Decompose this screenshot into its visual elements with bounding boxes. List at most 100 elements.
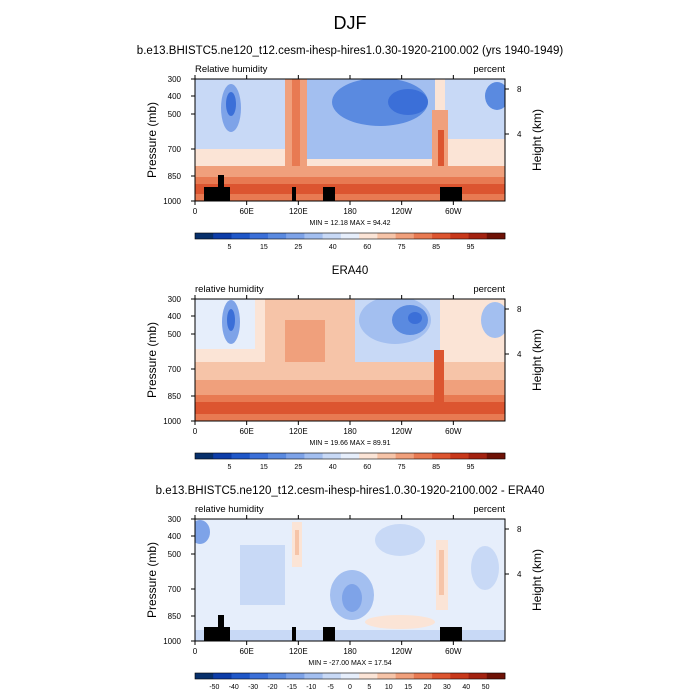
y-tick-label: 400 (168, 312, 182, 321)
y-tick-label: 1000 (163, 637, 181, 646)
colorbar-label: 15 (260, 464, 268, 471)
colorbar-swatch (432, 673, 451, 679)
field-blob (195, 520, 210, 544)
colorbar-label: -30 (248, 684, 258, 691)
panel-3-field (195, 519, 505, 641)
field-blob (227, 309, 235, 331)
panel-3-ylabel: Pressure (mb) (145, 542, 159, 618)
colorbar-swatch (231, 673, 251, 679)
x-tick-label: 120W (391, 207, 412, 216)
colorbar-swatch (195, 233, 214, 239)
panel-1-field (195, 79, 505, 201)
colorbar-swatch (395, 453, 415, 459)
field-blob (408, 312, 422, 324)
x-tick-label: 120E (289, 207, 308, 216)
x-tick-label: 60E (240, 647, 254, 656)
y-tick-label: 850 (168, 392, 182, 401)
colorbar-label: 5 (227, 244, 231, 251)
colorbar-label: 0 (348, 684, 352, 691)
panel-2-colorbar: 5 15 25 40 60 75 85 95 (194, 452, 506, 471)
y-tick-label: 400 (168, 532, 182, 541)
colorbar-swatch (322, 453, 342, 459)
y2-tick-label: 4 (517, 570, 522, 579)
colorbar-label: 85 (432, 244, 440, 251)
x-tick-label: 120E (289, 427, 308, 436)
colorbar-swatch (213, 673, 232, 679)
colorbar-swatch (486, 673, 506, 679)
colorbar-swatch (231, 233, 251, 239)
colorbar-swatch (432, 453, 451, 459)
field-blob (342, 584, 362, 612)
x-tick-label: 180 (343, 427, 357, 436)
field-blob (471, 546, 499, 590)
x-tick-label: 120W (391, 427, 412, 436)
colorbar-swatch (359, 453, 378, 459)
y-tick-label: 500 (168, 110, 182, 119)
colorbar-swatch (395, 673, 415, 679)
panel-2-y2label: Height (km) (530, 329, 544, 391)
panel-1-ylabel: Pressure (mb) (145, 102, 159, 178)
panel-1-ticks: 0 60E 120E 180 120W 60W 300 400 500 700 850 1000 8 4 (163, 75, 522, 216)
colorbar-label: 15 (260, 244, 268, 251)
colorbar-swatch (450, 673, 469, 679)
y-tick-label: 700 (168, 585, 182, 594)
colorbar-swatch (377, 673, 396, 679)
colorbar-swatch (322, 673, 342, 679)
panel-3-y2label: Height (km) (530, 549, 544, 611)
y2-tick-label: 8 (517, 305, 522, 314)
panel-2-title: ERA40 (332, 265, 368, 277)
colorbar-swatch (413, 453, 433, 459)
colorbar-swatch (213, 453, 232, 459)
topography (292, 627, 296, 641)
colorbar-swatch (304, 673, 323, 679)
field-band (195, 630, 505, 641)
topography (204, 175, 230, 201)
colorbar-label: -5 (328, 684, 334, 691)
panel-1-y2label: Height (km) (530, 109, 544, 171)
field-blob (375, 524, 425, 556)
y-tick-label: 400 (168, 92, 182, 101)
y2-tick-label: 4 (517, 130, 522, 139)
y2-tick-label: 8 (517, 525, 522, 534)
colorbar-label: 60 (363, 244, 371, 251)
colorbar-label: -40 (229, 684, 239, 691)
field-band (195, 402, 505, 414)
x-tick-label: 180 (343, 647, 357, 656)
field-blob (481, 302, 505, 338)
colorbar-label: 40 (329, 244, 337, 251)
panel-2-left-label: relative humidity (195, 284, 264, 295)
panel-3-left-label: relative humidity (195, 504, 264, 515)
colorbar-swatch (286, 233, 305, 239)
figure-title: DJF (334, 13, 367, 33)
y-tick-label: 300 (168, 295, 182, 304)
y-tick-label: 300 (168, 75, 182, 84)
panel-3-stats: MIN = -27.00 MAX = 17.54 (308, 660, 391, 667)
field-band (434, 350, 444, 405)
y-tick-label: 1000 (163, 417, 181, 426)
field-blob (388, 89, 428, 115)
field-band (438, 130, 444, 185)
colorbar-swatch (359, 673, 378, 679)
colorbar-label: 85 (432, 464, 440, 471)
panel-1-right-label: percent (473, 64, 505, 75)
y-tick-label: 500 (168, 330, 182, 339)
field-blob (365, 615, 435, 629)
panel-3-right-label: percent (473, 504, 505, 515)
y-tick-label: 850 (168, 172, 182, 181)
colorbar-label: 50 (482, 684, 490, 691)
colorbar-swatch (231, 453, 251, 459)
colorbar-swatch (340, 453, 360, 459)
colorbar-swatch (468, 673, 488, 679)
field-band (295, 530, 299, 555)
panel-1: b.e13.BHISTC5.ne120_t12.cesm-ihesp-hires… (137, 45, 564, 251)
x-tick-label: 0 (193, 427, 198, 436)
panel-1-stats: MIN = 12.18 MAX = 94.42 (310, 220, 391, 227)
colorbar-swatch (249, 233, 269, 239)
x-tick-label: 60E (240, 207, 254, 216)
panel-3: b.e13.BHISTC5.ne120_t12.cesm-ihesp-hires… (145, 485, 544, 691)
colorbar-swatch (286, 673, 305, 679)
colorbar-swatch (340, 233, 360, 239)
colorbar-label: 15 (404, 684, 412, 691)
field-blob (485, 82, 505, 110)
colorbar-swatch (395, 233, 415, 239)
